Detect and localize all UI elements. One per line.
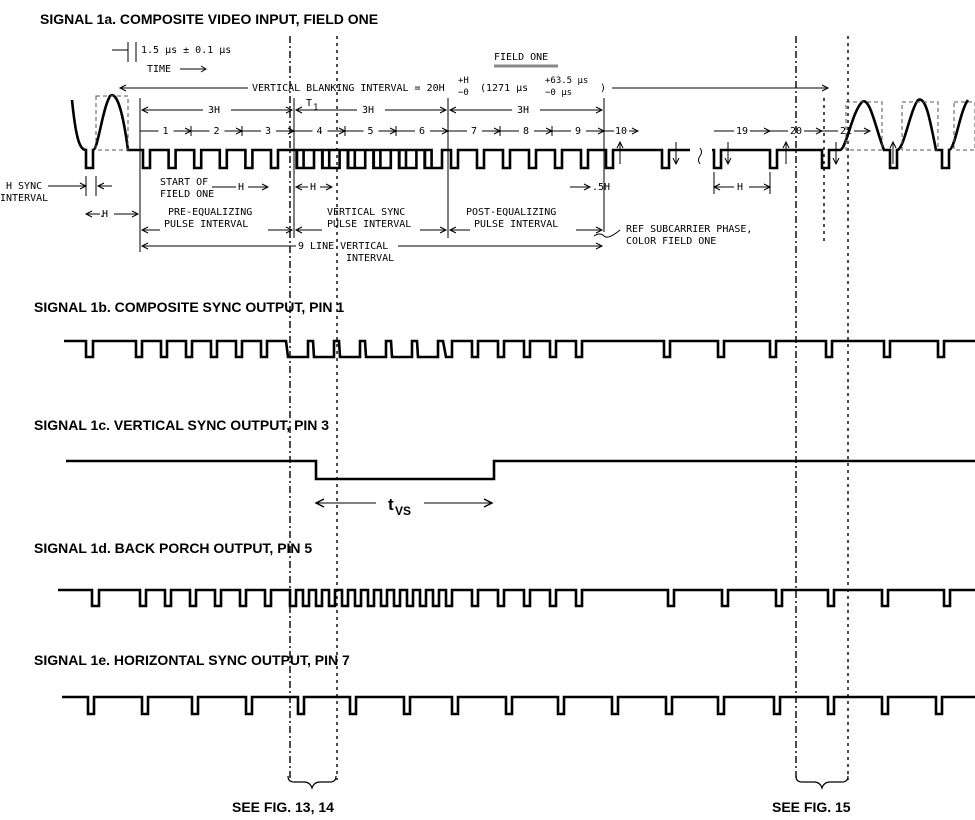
horizontal-sync-trace xyxy=(62,695,975,716)
vbi-us-tol-plus: +63.5 μs xyxy=(545,76,588,86)
nine-line-label-1: 9 LINE VERTICAL xyxy=(298,241,388,252)
guide-lines xyxy=(289,36,849,780)
h-sync-interval-label: INTERVAL xyxy=(0,193,48,204)
composite-sync-trace xyxy=(64,339,975,359)
line-number-label: 10 xyxy=(615,126,627,137)
tvs-label: t xyxy=(388,495,394,514)
signal-1a-title: SIGNAL 1a. COMPOSITE VIDEO INPUT, FIELD … xyxy=(40,11,378,27)
marker-arrowhead xyxy=(782,140,790,149)
h-sync-label: H SYNC xyxy=(6,181,42,192)
line-number-label: 1 xyxy=(163,126,169,137)
start-of-label: START OF xyxy=(160,177,208,188)
vbi-tol-minus: −0 xyxy=(458,88,469,98)
vbi-tol-plus: +H xyxy=(458,76,469,86)
break-mark xyxy=(698,147,702,165)
ref-subcarrier-label-1: REF SUBCARRIER PHASE, xyxy=(626,224,752,235)
time-label: TIME xyxy=(147,64,171,75)
marker-arrowhead xyxy=(889,140,897,149)
vsync-label-2: PULSE INTERVAL xyxy=(327,219,411,230)
line-number-label: 2 xyxy=(214,126,220,137)
half-h-label: .5H xyxy=(592,182,610,193)
line-number-label: 21 xyxy=(840,126,852,137)
start-field-one-label: FIELD ONE xyxy=(160,189,214,200)
marker-arrowhead xyxy=(832,157,840,166)
h-marker-4: H xyxy=(737,182,743,193)
signal-1c-title: SIGNAL 1c. VERTICAL SYNC OUTPUT, PIN 3 xyxy=(34,417,329,433)
three-h-label: 3H xyxy=(208,105,220,116)
h-marker-2: H xyxy=(238,182,244,193)
line-number-label: 9 xyxy=(575,126,581,137)
vbi-us-tol-minus: −0 μs xyxy=(545,88,572,98)
nine-line-label-2: INTERVAL xyxy=(346,253,394,264)
line-number-label: 7 xyxy=(471,126,477,137)
signal-1e-title: SIGNAL 1e. HORIZONTAL SYNC OUTPUT, PIN 7 xyxy=(34,652,350,668)
line-number-label: 3 xyxy=(265,126,271,137)
marker-arrowhead xyxy=(616,140,624,149)
signal-1d-title: SIGNAL 1d. BACK PORCH OUTPUT, PIN 5 xyxy=(34,540,312,556)
h-marker-3: H xyxy=(310,182,316,193)
pre-eq-label-2: PULSE INTERVAL xyxy=(164,219,248,230)
brace-fig15 xyxy=(795,775,849,790)
marker-arrowhead xyxy=(672,157,680,166)
post-eq-label-2: PULSE INTERVAL xyxy=(474,219,558,230)
line-number-label: 19 xyxy=(736,126,748,137)
timing-label: 1.5 μs ± 0.1 μs xyxy=(141,45,231,56)
line-number-label: 6 xyxy=(419,126,425,137)
horizontal-sync-waveform xyxy=(62,695,975,716)
blanking-outline xyxy=(845,101,883,151)
brace-fig13 xyxy=(287,775,337,790)
vbi-us: (1271 μs xyxy=(480,83,528,94)
composite-video-waveform xyxy=(70,93,975,170)
three-h-label: 3H xyxy=(517,105,529,116)
composite-sync-waveform xyxy=(64,339,975,359)
signal-1a-annotations: 1.5 μs ± 0.1 μs TIME FIELD ONE VERTICAL … xyxy=(0,42,872,264)
see-fig-13-14: SEE FIG. 13, 14 xyxy=(232,799,334,815)
back-porch-trace xyxy=(58,588,975,608)
tvs-annotation: t VS xyxy=(314,495,494,518)
video-pulse-train-end xyxy=(712,98,970,170)
field-one-label: FIELD ONE xyxy=(494,52,548,63)
blanking-outline xyxy=(95,95,129,151)
line-number-label: 4 xyxy=(317,126,323,137)
vbi-close: ) xyxy=(600,83,606,94)
vertical-sync-waveform xyxy=(66,459,975,481)
tvs-subscript: VS xyxy=(395,504,411,518)
t1-sub: 1 xyxy=(313,103,318,113)
see-fig-15: SEE FIG. 15 xyxy=(772,799,851,815)
pre-eq-label-1: PRE-EQUALIZING xyxy=(168,207,252,218)
line-number-label: 5 xyxy=(368,126,374,137)
back-porch-waveform xyxy=(58,588,975,608)
blanking-outline xyxy=(901,101,939,151)
signal-1b-title: SIGNAL 1b. COMPOSITE SYNC OUTPUT, PIN 1 xyxy=(34,299,344,315)
post-eq-label-1: POST-EQUALIZING xyxy=(466,207,556,218)
h-marker-1: H xyxy=(102,209,108,220)
vbi-label: VERTICAL BLANKING INTERVAL = 20H xyxy=(252,83,445,94)
line-number-label: 8 xyxy=(523,126,529,137)
vsync-label-1: VERTICAL SYNC xyxy=(327,207,405,218)
marker-arrowhead xyxy=(724,157,732,166)
three-h-label: 3H xyxy=(362,105,374,116)
line-number-row: 1 2 3 4 5 6 7 8 9 10 19 20 21 xyxy=(139,126,872,137)
svg-text:.: . xyxy=(99,209,105,220)
t1-label: T xyxy=(306,98,312,109)
ref-subcarrier-label-2: COLOR FIELD ONE xyxy=(626,236,716,247)
blanking-outline xyxy=(953,101,975,151)
three-h-row: 3H 3H 3H xyxy=(140,105,604,116)
